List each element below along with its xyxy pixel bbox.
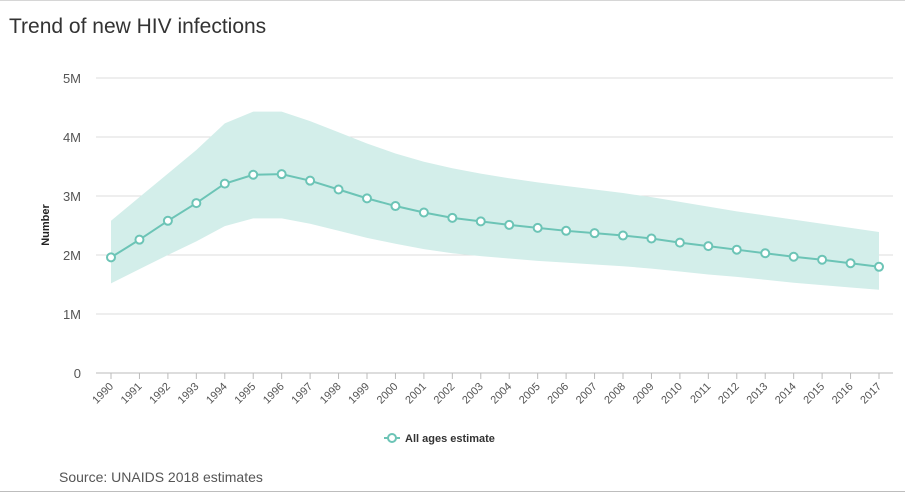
y-tick-label: 4M (63, 130, 81, 145)
top-divider (0, 0, 905, 1)
series-line (110, 173, 880, 268)
data-point[interactable] (845, 258, 856, 269)
data-point[interactable] (390, 201, 401, 212)
data-point[interactable] (731, 244, 742, 255)
data-point[interactable] (618, 230, 628, 241)
data-point[interactable] (134, 234, 145, 245)
x-tick-label: 1993 (176, 381, 202, 407)
x-tick-label: 2014 (773, 381, 799, 407)
uncertainty-band-area (111, 111, 879, 290)
legend[interactable]: All ages estimate (384, 433, 495, 445)
data-point[interactable] (788, 251, 799, 262)
data-point[interactable] (703, 241, 714, 252)
x-tick-label: 2012 (716, 381, 742, 407)
x-tick-label: 1992 (147, 381, 173, 407)
x-tick-label: 2015 (801, 381, 827, 407)
series-line-path (110, 173, 880, 268)
x-tick-label: 1999 (346, 381, 372, 407)
data-point[interactable] (418, 207, 429, 218)
x-tick-label: 2009 (631, 381, 657, 407)
x-tick-label: 2007 (574, 381, 600, 407)
x-axis-ticks: 1990 1991 1992 1993 1994 1995 1996 1997 1998 1999… (90, 373, 884, 406)
data-point[interactable] (674, 237, 685, 248)
data-point[interactable] (191, 198, 202, 209)
data-point[interactable] (561, 225, 572, 236)
y-axis-label: Number (40, 204, 52, 246)
data-point[interactable] (532, 222, 543, 233)
data-point[interactable] (475, 216, 486, 227)
data-point[interactable] (162, 215, 173, 226)
y-tick-label: 5M (63, 71, 81, 86)
data-point[interactable] (276, 169, 287, 180)
source-note: Source: UNAIDS 2018 estimates (59, 469, 263, 485)
x-tick-label: 2002 (432, 381, 458, 407)
data-point[interactable] (219, 178, 230, 189)
y-tick-label: 1M (63, 307, 81, 322)
x-tick-label: 2013 (745, 381, 771, 407)
y-tick-label: 2M (63, 248, 81, 263)
legend-marker-icon (387, 433, 397, 443)
x-tick-label: 2016 (830, 381, 856, 407)
x-tick-label: 1996 (261, 381, 287, 407)
data-point[interactable] (362, 193, 372, 204)
y-tick-label: 0 (74, 366, 81, 381)
x-tick-label: 2011 (688, 381, 713, 406)
x-tick-label: 1991 (119, 381, 145, 407)
x-tick-label: 2001 (403, 381, 429, 407)
x-tick-label: 2010 (659, 381, 685, 407)
chart-title: Trend of new HIV infections (9, 15, 267, 38)
x-tick-label: 2005 (517, 381, 543, 407)
x-tick-label: 2008 (602, 381, 628, 407)
x-tick-label: 1994 (204, 381, 230, 407)
data-point[interactable] (874, 261, 884, 272)
bottom-divider (0, 491, 905, 492)
uncertainty-band (111, 111, 879, 290)
x-tick-label: 1998 (318, 381, 344, 407)
x-tick-label: 1990 (90, 381, 116, 407)
x-tick-label: 2003 (460, 381, 486, 407)
data-point[interactable] (447, 212, 458, 223)
data-point[interactable] (589, 228, 600, 239)
data-point[interactable] (248, 169, 259, 180)
data-point[interactable] (504, 219, 515, 230)
data-point[interactable] (305, 175, 316, 186)
data-points (106, 169, 884, 272)
x-tick-label: 2004 (489, 381, 515, 407)
data-point[interactable] (760, 248, 771, 259)
x-tick-label: 1997 (289, 381, 315, 407)
data-point[interactable] (646, 233, 657, 244)
x-tick-label: 2000 (375, 381, 401, 407)
data-point[interactable] (817, 254, 828, 265)
data-point[interactable] (333, 184, 344, 195)
x-tick-label: 1995 (233, 381, 259, 407)
legend-label: All ages estimate (405, 433, 495, 445)
y-axis-ticks: 0 1M 2M 3M 4M 5M (63, 71, 81, 381)
x-tick-label: 2017 (858, 381, 884, 407)
y-tick-label: 3M (63, 189, 81, 204)
x-tick-label: 2006 (545, 381, 571, 407)
data-point[interactable] (106, 252, 116, 263)
